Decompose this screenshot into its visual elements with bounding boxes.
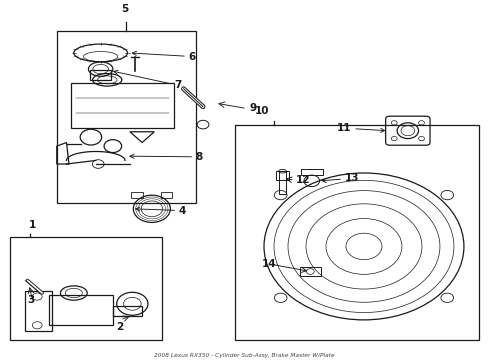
Bar xyxy=(10,238,161,339)
Text: 14: 14 xyxy=(261,259,276,269)
Bar xyxy=(160,192,172,198)
Text: 2008 Lexus RX350 - Cylinder Sub-Assy, Brake Master W/Plate: 2008 Lexus RX350 - Cylinder Sub-Assy, Br… xyxy=(154,352,334,357)
Text: 12: 12 xyxy=(295,175,309,185)
Text: 4: 4 xyxy=(136,206,185,216)
Text: 7: 7 xyxy=(114,70,181,90)
Text: 9: 9 xyxy=(249,103,256,113)
Bar xyxy=(25,291,52,330)
Text: 10: 10 xyxy=(254,105,268,116)
Text: 6: 6 xyxy=(132,51,195,62)
Bar xyxy=(49,295,113,325)
Text: 11: 11 xyxy=(337,123,384,133)
Bar xyxy=(301,169,322,175)
Bar xyxy=(131,192,143,198)
Text: 8: 8 xyxy=(130,152,203,162)
Bar xyxy=(299,267,321,276)
Text: 3: 3 xyxy=(27,295,35,305)
Bar xyxy=(234,125,478,339)
Bar xyxy=(71,84,173,128)
Bar xyxy=(278,171,286,194)
Bar xyxy=(275,171,289,180)
Text: 2: 2 xyxy=(116,322,123,332)
Bar xyxy=(113,306,142,316)
Text: 13: 13 xyxy=(321,174,358,183)
Text: 1: 1 xyxy=(29,220,36,230)
Text: 5: 5 xyxy=(121,4,128,14)
Bar xyxy=(57,31,195,203)
Bar xyxy=(90,70,111,80)
